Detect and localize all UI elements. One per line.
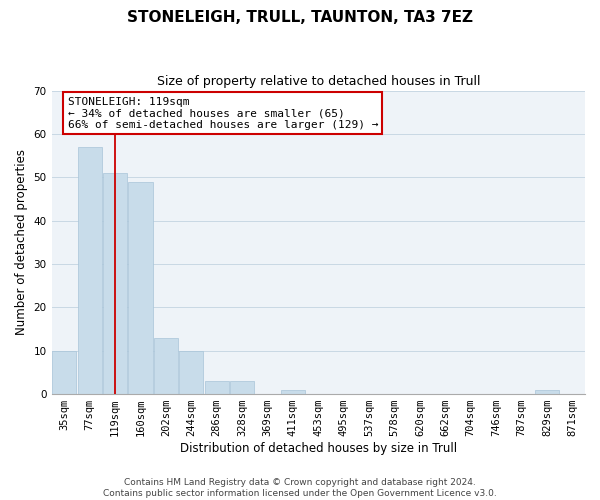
- X-axis label: Distribution of detached houses by size in Trull: Distribution of detached houses by size …: [180, 442, 457, 455]
- Text: STONELEIGH, TRULL, TAUNTON, TA3 7EZ: STONELEIGH, TRULL, TAUNTON, TA3 7EZ: [127, 10, 473, 25]
- Bar: [77, 147, 102, 394]
- Bar: [230, 381, 254, 394]
- Bar: [103, 173, 127, 394]
- Bar: [154, 338, 178, 394]
- Text: Contains HM Land Registry data © Crown copyright and database right 2024.
Contai: Contains HM Land Registry data © Crown c…: [103, 478, 497, 498]
- Bar: [128, 182, 152, 394]
- Bar: [535, 390, 559, 394]
- Bar: [179, 350, 203, 394]
- Bar: [205, 381, 229, 394]
- Y-axis label: Number of detached properties: Number of detached properties: [15, 150, 28, 336]
- Text: STONELEIGH: 119sqm
← 34% of detached houses are smaller (65)
66% of semi-detache: STONELEIGH: 119sqm ← 34% of detached hou…: [68, 96, 378, 130]
- Bar: [52, 350, 76, 394]
- Title: Size of property relative to detached houses in Trull: Size of property relative to detached ho…: [157, 75, 480, 88]
- Bar: [281, 390, 305, 394]
